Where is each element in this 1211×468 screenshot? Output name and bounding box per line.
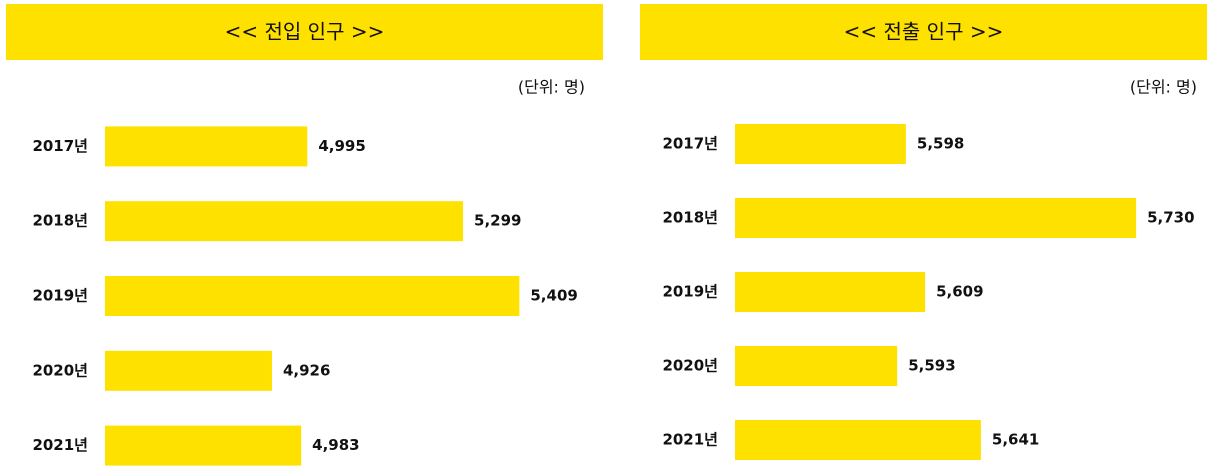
value-label: 5,641 (992, 431, 1039, 449)
category-label: 2019년 (662, 283, 718, 301)
bar (105, 126, 308, 167)
chart-title: << 전출 인구 >> (844, 20, 1004, 44)
value-label: 5,609 (936, 283, 983, 301)
category-label: 2018년 (32, 212, 88, 230)
category-label: 2017년 (662, 135, 718, 153)
header-band (640, 4, 1207, 60)
value-label: 5,299 (474, 212, 521, 230)
unit-label: (단위: 명) (518, 78, 585, 97)
bar (105, 276, 520, 316)
unit-label: (단위: 명) (1130, 78, 1197, 97)
category-label: 2020년 (662, 357, 718, 375)
bar (105, 350, 272, 391)
category-label: 2018년 (662, 209, 718, 227)
chart-title: << 전입 인구 >> (225, 20, 385, 44)
category-label: 2021년 (662, 431, 718, 449)
value-label: 5,409 (530, 287, 577, 305)
bar (105, 201, 464, 242)
bar (735, 124, 906, 164)
value-label: 5,598 (917, 135, 964, 153)
bar (735, 198, 1137, 238)
category-label: 2017년 (32, 137, 88, 155)
bar (735, 420, 981, 460)
category-label: 2021년 (32, 436, 88, 454)
bar (735, 346, 898, 386)
bar (105, 425, 302, 466)
value-label: 5,593 (908, 357, 955, 375)
value-label: 4,995 (318, 137, 365, 155)
category-label: 2019년 (32, 287, 88, 305)
category-label: 2020년 (32, 361, 88, 379)
header-band (6, 4, 603, 60)
bar (735, 272, 926, 312)
value-label: 4,983 (312, 436, 359, 454)
value-label: 5,730 (1147, 209, 1194, 227)
value-label: 4,926 (283, 361, 330, 379)
